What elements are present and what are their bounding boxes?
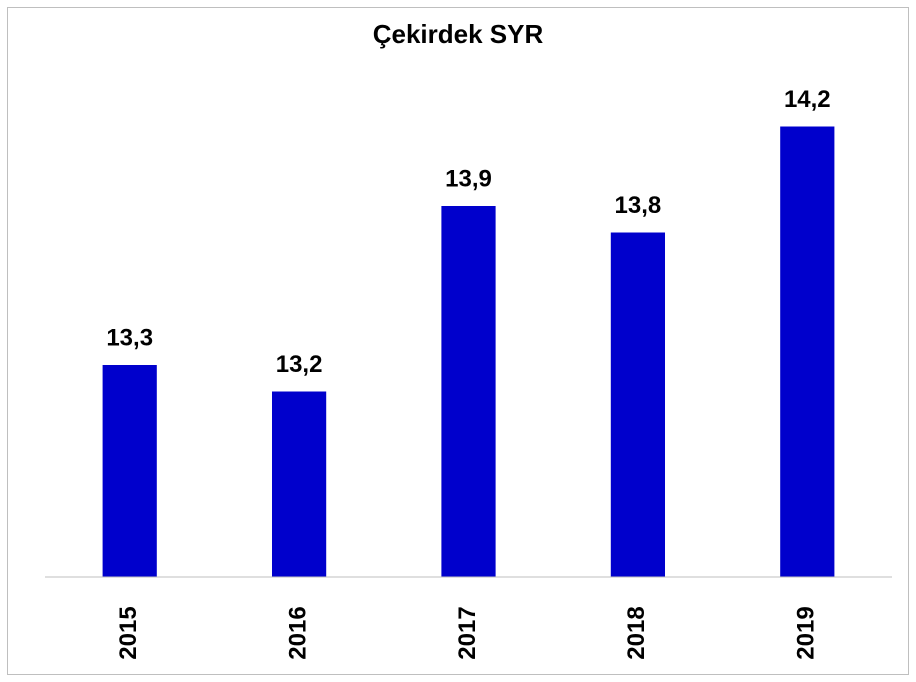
bar — [610, 232, 666, 577]
x-tick-label: 2018 — [623, 606, 650, 659]
x-tick-label: 2016 — [284, 606, 311, 659]
chart-title: Çekirdek SYR — [373, 19, 544, 49]
bar — [780, 126, 835, 577]
data-label: 14,2 — [784, 86, 831, 113]
bar — [441, 206, 496, 577]
x-tick-label: 2015 — [115, 606, 142, 659]
data-label: 13,9 — [445, 165, 492, 192]
x-tick-label: 2017 — [454, 606, 481, 659]
data-label: 13,2 — [276, 351, 323, 378]
x-tick-label: 2019 — [793, 606, 820, 659]
data-label: 13,8 — [615, 192, 662, 219]
data-label: 13,3 — [106, 324, 153, 351]
bar — [271, 391, 327, 577]
bar — [102, 365, 157, 577]
